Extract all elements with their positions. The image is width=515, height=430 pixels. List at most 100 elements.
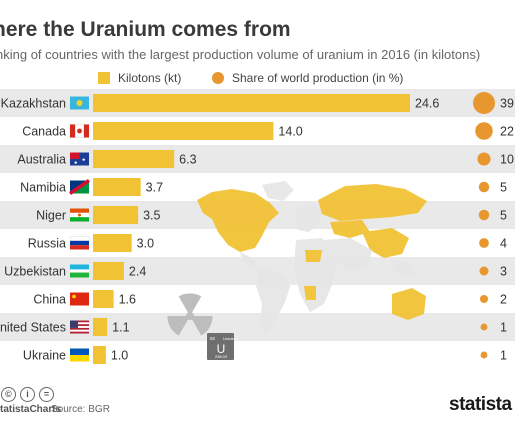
bar xyxy=(93,234,132,252)
map-australia xyxy=(392,288,426,320)
share-value-label: 2 xyxy=(500,293,507,307)
legend-label-kilotons: Kilotons (kt) xyxy=(118,71,182,85)
share-circle xyxy=(479,266,489,276)
radiation-icon xyxy=(167,293,213,336)
category-label: Niger xyxy=(36,209,66,223)
bar-value-label: 1.0 xyxy=(111,349,128,363)
brand-small: tatistaCharts xyxy=(0,404,62,415)
bar-value-label: 6.3 xyxy=(179,153,196,167)
category-label: Kazakhstan xyxy=(1,97,66,111)
share-circle xyxy=(480,351,488,359)
map-europe xyxy=(295,202,322,232)
category-label: Canada xyxy=(22,125,66,139)
chart-subtitle: nking of countries with the largest prod… xyxy=(0,47,481,62)
map-niger xyxy=(305,250,322,262)
bar-value-label: 3.7 xyxy=(146,181,163,195)
flag-icon xyxy=(70,208,89,222)
share-circle xyxy=(475,122,493,140)
share-value-label: 4 xyxy=(500,237,507,251)
category-label: nited States xyxy=(0,321,66,335)
share-circle xyxy=(479,294,489,304)
map-kazakhstan xyxy=(330,220,370,238)
legend: Kilotons (kt) Share of world production … xyxy=(0,71,515,91)
category-label: Uzbekistan xyxy=(4,265,66,279)
bar xyxy=(93,122,274,140)
element-name: Uranium xyxy=(223,336,239,341)
world-map xyxy=(197,181,427,336)
share-value-label: 10 xyxy=(500,153,514,167)
map-south-america xyxy=(256,268,291,336)
flag-icon xyxy=(70,348,89,362)
share-circle xyxy=(478,209,490,221)
flag-icon xyxy=(70,264,89,278)
flag-icon xyxy=(70,96,89,110)
category-label: Russia xyxy=(28,237,66,251)
flag-icon xyxy=(70,152,89,166)
source-note: Source: BGR xyxy=(51,404,110,415)
flag-icon xyxy=(69,236,90,250)
bar-value-label: 14.0 xyxy=(278,125,302,139)
bar xyxy=(93,318,108,336)
statista-logo: statista xyxy=(449,394,512,415)
bar xyxy=(93,94,410,112)
bar-value-label: 3.0 xyxy=(137,237,154,251)
legend-swatch-bar xyxy=(98,72,110,84)
category-label: Australia xyxy=(17,153,66,167)
share-value-label: 1 xyxy=(500,349,507,363)
bar-value-label: 2.4 xyxy=(129,265,146,279)
share-value-label: 3 xyxy=(500,265,507,279)
bar-value-label: 1.6 xyxy=(119,293,136,307)
map-southeast-asia xyxy=(390,260,416,278)
element-mass: 238.03 xyxy=(215,354,228,359)
bar xyxy=(93,150,175,168)
labels: Kazakhstan 24.6 39 Canada 14.0 22 Australia 6.3… xyxy=(0,96,514,363)
flag-icon xyxy=(69,179,90,195)
map-middle-east xyxy=(324,238,372,272)
category-label: Ukraine xyxy=(23,349,66,363)
bar-value-label: 24.6 xyxy=(415,97,439,111)
share-circle xyxy=(478,181,490,193)
bar xyxy=(93,206,139,224)
element-tile: 92 Uranium U 238.03 xyxy=(207,333,239,360)
flag-icon xyxy=(70,292,89,306)
bar xyxy=(93,178,141,196)
legend-item-kilotons: Kilotons (kt) xyxy=(98,71,181,85)
map-north-america xyxy=(197,189,279,252)
chart-title: here the Uranium comes from xyxy=(0,18,291,41)
share-circle xyxy=(479,238,489,248)
map-greenland xyxy=(262,181,294,201)
bar-value-label: 1.1 xyxy=(112,321,129,335)
bar xyxy=(93,346,106,364)
element-atomic-number: 92 xyxy=(210,336,216,341)
bar-value-label: 3.5 xyxy=(143,209,160,223)
legend-item-share: Share of world production (in %) xyxy=(212,71,403,85)
map-russia xyxy=(318,184,427,221)
share-value-label: 39 xyxy=(500,97,514,111)
share-value-label: 22 xyxy=(500,125,514,139)
share-circle xyxy=(477,152,491,166)
bar xyxy=(93,262,124,280)
element-symbol: U xyxy=(217,342,226,356)
creative-commons-icon: © xyxy=(1,387,16,402)
map-central-america xyxy=(240,252,258,270)
share-value-label: 5 xyxy=(500,209,507,223)
share-value-label: 5 xyxy=(500,181,507,195)
element-tile-box xyxy=(207,333,234,360)
map-namibia xyxy=(304,286,316,300)
map-africa xyxy=(294,238,338,312)
map-china xyxy=(362,228,409,258)
share-circle xyxy=(480,323,488,331)
share-value-label: 1 xyxy=(500,321,507,335)
legend-label-share: Share of world production (in %) xyxy=(232,71,404,85)
attribution-icon: i xyxy=(20,387,35,402)
category-label: China xyxy=(33,293,66,307)
bar xyxy=(93,290,114,308)
bars xyxy=(93,92,495,364)
share-circle xyxy=(473,92,495,114)
legend-swatch-circle xyxy=(212,72,224,84)
license-icons: © i = xyxy=(1,387,54,402)
category-label: Namibia xyxy=(20,181,66,195)
flag-icon xyxy=(70,320,89,334)
flag-icon xyxy=(69,124,90,138)
